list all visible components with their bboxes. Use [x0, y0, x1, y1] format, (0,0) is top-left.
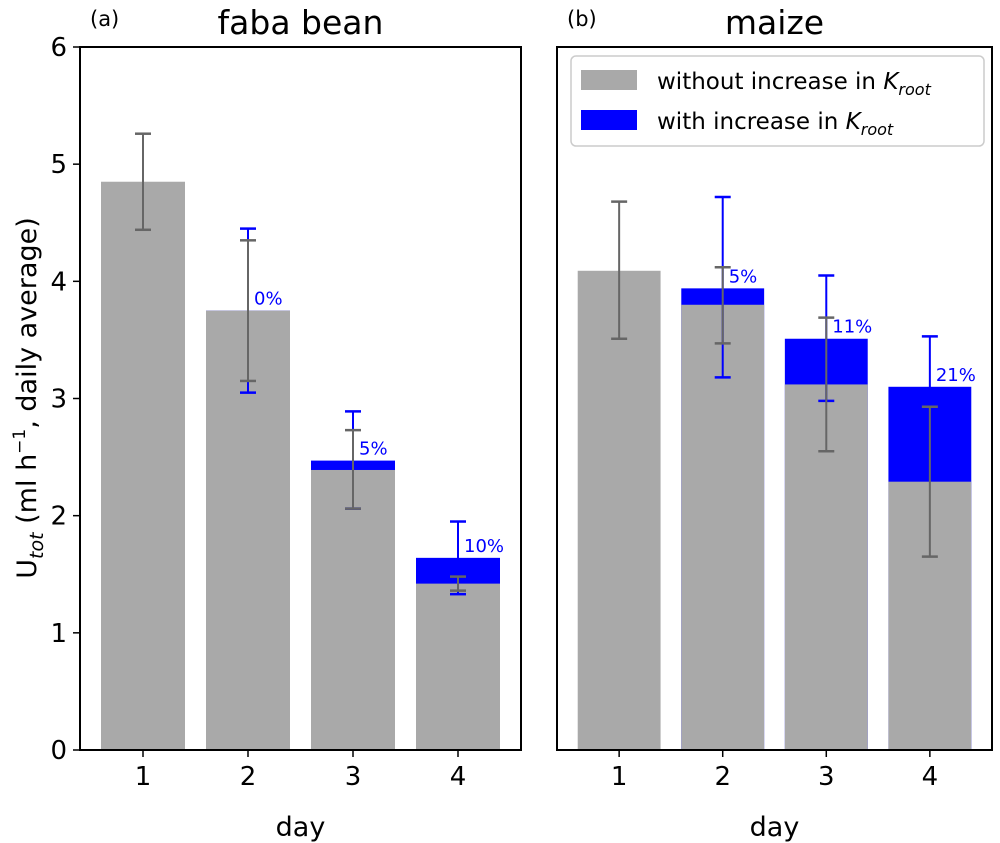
- y-tick-label: 0: [50, 736, 67, 766]
- legend: without increase in Kroot with increase …: [570, 55, 985, 147]
- y-tick-label: 5: [50, 150, 67, 180]
- y-tick-label: 6: [50, 33, 67, 63]
- x-axis-label: day: [750, 812, 800, 843]
- y-tick-label: 4: [50, 267, 67, 297]
- bar-without-increase: [577, 270, 661, 750]
- axes-frame: [556, 46, 993, 751]
- x-tick-label: 1: [135, 762, 152, 792]
- x-axis-label: day: [276, 812, 326, 843]
- legend-swatch-without: [581, 70, 637, 90]
- x-tick-label: 4: [922, 762, 939, 792]
- bar-without-increase: [416, 583, 500, 750]
- percent-label: 21%: [936, 365, 976, 386]
- y-tick-label: 3: [50, 385, 67, 415]
- bar-without-increase: [101, 181, 185, 750]
- x-tick-label: 2: [240, 762, 257, 792]
- percent-label: 5%: [359, 439, 388, 460]
- x-tick-label: 3: [818, 762, 835, 792]
- x-tick-label: 2: [714, 762, 731, 792]
- bar-without-increase: [681, 304, 765, 750]
- x-tick-label: 1: [611, 762, 628, 792]
- y-tick-label: 2: [50, 502, 67, 532]
- panel-title: faba bean: [218, 3, 384, 42]
- percent-label: 10%: [464, 536, 504, 557]
- legend-frame: [570, 55, 985, 147]
- legend-label-with: with increase in Kroot: [657, 109, 894, 139]
- percent-label: 5%: [729, 266, 758, 287]
- bar-without-increase: [311, 469, 395, 750]
- percent-label: 0%: [254, 289, 283, 310]
- percent-label: 11%: [832, 317, 872, 338]
- x-tick-label: 3: [345, 762, 362, 792]
- legend-swatch-with: [581, 110, 637, 130]
- panel-title: maize: [725, 3, 824, 42]
- legend-label-without: without increase in Kroot: [657, 69, 932, 99]
- x-tick-label: 4: [450, 762, 467, 792]
- y-axis-label: Utot (ml h−1, daily average): [10, 217, 48, 578]
- panel-faba-bean: 0% 5% 10% 1 2 3 4 0 1 2 3 4 5 6 day faba bean (a): [50, 3, 522, 843]
- panel-label: (a): [90, 7, 119, 31]
- panel-label: (b): [567, 7, 597, 31]
- y-tick-label: 1: [50, 619, 67, 649]
- panel-maize: 5% 11% 21% 1 2 3 4 day maize (b): [556, 3, 993, 843]
